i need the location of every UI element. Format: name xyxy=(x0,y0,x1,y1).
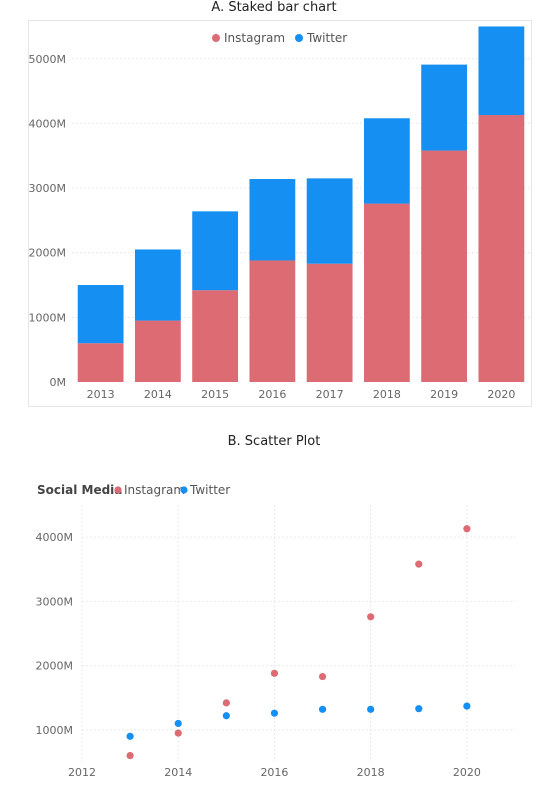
bar-twitter xyxy=(478,26,525,116)
point-twitter xyxy=(415,705,423,713)
point-twitter xyxy=(367,705,375,713)
x-tick-label: 2014 xyxy=(164,766,192,779)
chart-b-caption: B. Scatter Plot xyxy=(227,434,321,449)
bar-twitter xyxy=(77,285,124,344)
x-tick-label: 2016 xyxy=(258,388,286,401)
x-tick-label: 2013 xyxy=(87,388,115,401)
point-twitter xyxy=(318,705,327,713)
x-tick-label: 2014 xyxy=(144,388,172,401)
y-tick-label: 1000M xyxy=(29,311,67,324)
point-instagram xyxy=(463,525,471,533)
bar-instagram xyxy=(306,263,353,382)
y-tick-label: 4000M xyxy=(36,531,74,544)
x-tick-label: 2018 xyxy=(373,388,401,401)
point-instagram xyxy=(126,751,134,760)
bar-twitter xyxy=(192,211,239,291)
y-tick-label: 3000M xyxy=(29,182,67,195)
legend-label-twitter: Twitter xyxy=(189,483,230,497)
y-tick-label: 3000M xyxy=(36,595,74,608)
bar-twitter xyxy=(363,118,410,204)
legend-marker-twitter xyxy=(295,34,303,42)
y-tick-label: 4000M xyxy=(29,117,67,130)
bar-twitter xyxy=(249,179,296,261)
stacked-bar-chart: 0M 1000M 2000M 3000M 4000M 5000M 2013 2014 2015 2… xyxy=(29,26,530,401)
y-tick-label: 2000M xyxy=(36,660,74,673)
y-tick-label: 1000M xyxy=(36,724,74,737)
point-instagram xyxy=(270,669,279,677)
point-twitter xyxy=(463,702,471,710)
bar-instagram xyxy=(192,290,239,382)
x-tick-label: 2019 xyxy=(430,388,458,401)
x-tick-label: 2020 xyxy=(487,388,515,401)
bar-instagram xyxy=(363,203,410,382)
point-instagram xyxy=(174,729,182,737)
legend-marker-instagram xyxy=(114,486,122,494)
x-tick-label: 2017 xyxy=(316,388,344,401)
x-tick-label: 2012 xyxy=(68,766,96,779)
bar-instagram xyxy=(134,320,181,382)
bar-instagram xyxy=(77,343,124,382)
bar-instagram xyxy=(421,150,468,382)
chart-a-caption: A. Staked bar chart xyxy=(211,0,337,15)
legend-marker-twitter xyxy=(180,486,188,494)
legend-label-instagram: Instagram xyxy=(124,483,185,497)
y-tick-label: 0M xyxy=(50,376,67,389)
point-twitter xyxy=(174,719,182,728)
point-twitter xyxy=(270,709,279,717)
x-tick-label: 2020 xyxy=(453,766,481,779)
point-twitter xyxy=(126,732,134,740)
legend-marker-instagram xyxy=(212,34,220,42)
point-twitter xyxy=(222,712,230,720)
bar-instagram xyxy=(249,260,296,382)
x-tick-label: 2015 xyxy=(201,388,229,401)
point-instagram xyxy=(367,613,375,621)
y-tick-label: 5000M xyxy=(29,53,67,66)
point-instagram xyxy=(222,699,230,707)
bar-twitter xyxy=(421,64,468,151)
point-instagram xyxy=(318,672,327,681)
y-tick-label: 2000M xyxy=(29,247,67,260)
bar-twitter xyxy=(306,178,353,264)
legend-label-instagram: Instagram xyxy=(224,31,285,45)
bar-twitter xyxy=(134,249,181,321)
legend-title: Social Media xyxy=(37,483,122,497)
bar-instagram xyxy=(478,115,525,383)
legend-label-twitter: Twitter xyxy=(306,31,347,45)
point-instagram xyxy=(415,560,423,568)
x-tick-label: 2016 xyxy=(260,766,288,779)
x-tick-label: 2018 xyxy=(357,766,385,779)
